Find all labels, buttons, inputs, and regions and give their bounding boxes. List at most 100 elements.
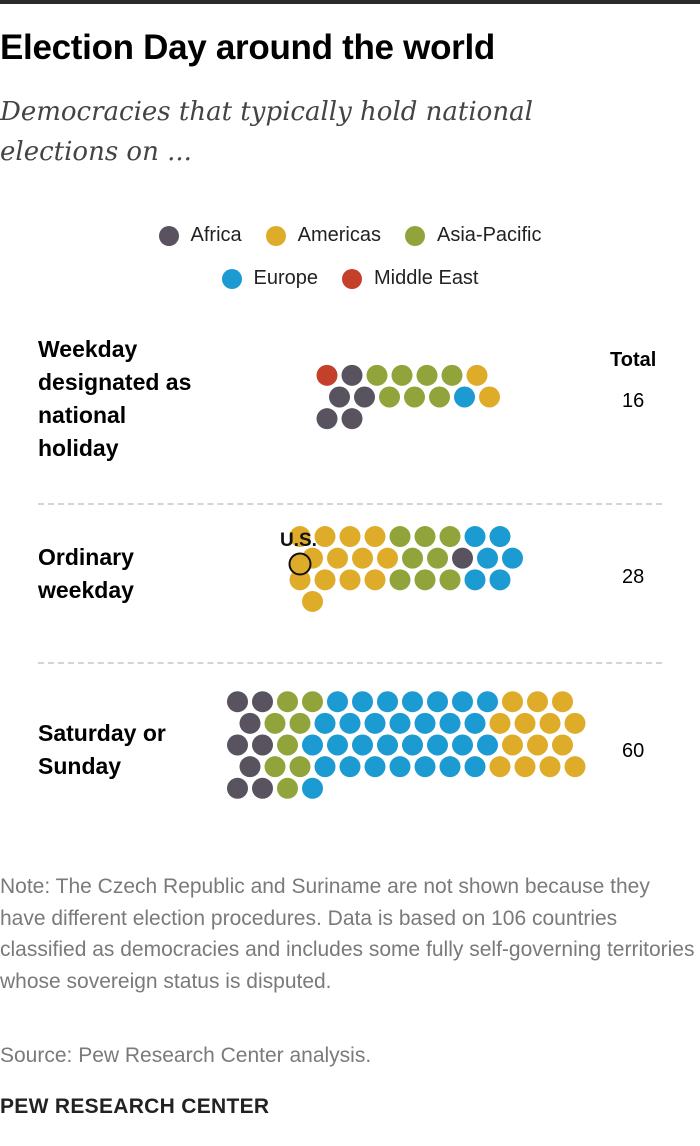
dot-asia-pacific: [264, 712, 286, 734]
dot-americas: [302, 590, 323, 612]
dot-asia-pacific: [389, 526, 411, 548]
dot-europe: [314, 756, 336, 778]
dot-americas: [352, 547, 373, 569]
top-rule: [0, 0, 700, 4]
dot-americas: [364, 526, 386, 548]
dot-africa: [354, 386, 375, 408]
dot-africa: [341, 364, 363, 386]
total-value-holiday: 16: [622, 390, 645, 412]
dot-asia-pacific: [277, 734, 298, 756]
dot-africa: [329, 386, 350, 408]
legend-item-africa: Africa: [158, 224, 242, 247]
dot-americas: [502, 734, 523, 756]
dot-europe: [439, 712, 461, 734]
dot-americas: [479, 386, 500, 408]
dot-europe: [464, 756, 486, 778]
dot-americas: [289, 526, 311, 548]
dot-americas: [514, 712, 536, 734]
dot-asia-pacific: [427, 547, 448, 569]
dot-asia-pacific: [402, 547, 423, 569]
dot-asia-pacific: [416, 364, 438, 386]
dot-americas: [489, 756, 511, 778]
dot-asia-pacific: [289, 712, 311, 734]
total-value-weekend: 60: [622, 740, 645, 762]
dot-americas: [539, 712, 561, 734]
dot-europe: [489, 569, 511, 591]
dot-asia-pacific: [264, 756, 286, 778]
total-value-ordinary: 28: [622, 566, 645, 588]
row-divider: [38, 503, 662, 505]
dot-asia-pacific: [429, 386, 450, 408]
dot-europe: [439, 756, 461, 778]
dot-americas: [364, 569, 386, 591]
dot-americas: [289, 569, 311, 591]
dot-asia-pacific: [404, 386, 425, 408]
dot-africa: [239, 712, 261, 734]
legend-item-middle-east: Middle East: [342, 267, 479, 290]
dot-americas: [466, 364, 488, 386]
dot-asia-pacific: [379, 386, 400, 408]
chart-title: Election Day around the world: [0, 28, 495, 67]
us-annotation-label: U.S.: [280, 530, 317, 551]
dot-americas: [377, 547, 398, 569]
legend-item-asia-pacific: Asia-Pacific: [405, 224, 541, 247]
dot-africa: [341, 408, 363, 430]
dot-africa: [452, 547, 473, 569]
legend-item-americas: Americas: [265, 224, 381, 247]
row-label-holiday: Weekday designated as national holiday: [38, 336, 192, 461]
dot-americas: [489, 712, 511, 734]
dot-us-highlight: [288, 552, 312, 576]
legend-swatch-middle-east: [342, 268, 362, 289]
dot-asia-pacific: [277, 691, 298, 713]
dot-asia-pacific: [439, 526, 461, 548]
dot-americas: [327, 547, 348, 569]
legend-label-middle-east: Middle East: [374, 267, 479, 289]
row-label-ordinary: Ordinary weekday: [38, 544, 134, 603]
row-label-weekend: Saturday or Sunday: [38, 720, 166, 779]
legend-swatch-americas: [265, 225, 286, 246]
dot-europe: [402, 734, 423, 756]
dot-asia-pacific: [414, 526, 436, 548]
dot-europe: [339, 756, 361, 778]
dot-americas: [514, 756, 536, 778]
dot-africa: [227, 734, 248, 756]
dot-asia-pacific: [389, 569, 411, 591]
legend-item-europe: Europe: [221, 267, 318, 290]
chart-subtitle: Democracies that typically hold national…: [0, 97, 533, 167]
dot-europe: [302, 777, 323, 799]
dot-europe: [364, 756, 386, 778]
dot-middle-east: [316, 364, 338, 386]
dot-europe: [352, 734, 373, 756]
dot-europe: [327, 691, 348, 713]
dot-africa: [252, 777, 273, 799]
legend-row-2: Europe Middle East: [0, 267, 700, 290]
row-divider: [38, 662, 662, 664]
dot-europe: [377, 691, 398, 713]
dot-europe: [477, 734, 498, 756]
dot-asia-pacific: [439, 569, 461, 591]
dot-asia-pacific: [302, 691, 323, 713]
dot-africa: [227, 691, 248, 713]
dot-europe: [389, 712, 411, 734]
dot-africa: [252, 734, 273, 756]
organization-name: PEW RESEARCH CENTER: [0, 1095, 270, 1118]
dot-europe: [477, 691, 498, 713]
dot-africa: [239, 756, 261, 778]
dot-europe: [314, 712, 336, 734]
dot-europe: [427, 734, 448, 756]
dot-americas: [539, 756, 561, 778]
dot-asia-pacific: [414, 569, 436, 591]
dot-europe: [427, 691, 448, 713]
dot-americas: [314, 569, 336, 591]
dot-europe: [414, 712, 436, 734]
dot-europe: [452, 691, 473, 713]
dot-americas: [502, 691, 523, 713]
dot-americas: [527, 691, 548, 713]
legend-label-africa: Africa: [190, 224, 242, 246]
dot-americas: [339, 526, 361, 548]
dot-europe: [389, 756, 411, 778]
dot-europe: [464, 569, 486, 591]
dot-asia-pacific: [366, 364, 388, 386]
dot-americas: [564, 712, 586, 734]
